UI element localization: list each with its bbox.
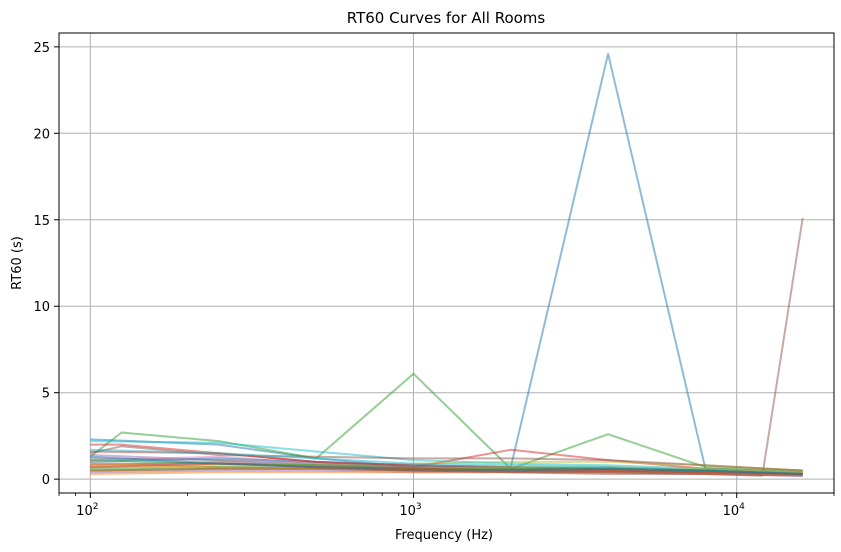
chart-title: RT60 Curves for All Rooms xyxy=(347,9,546,27)
x-tick-exponent: 2 xyxy=(93,502,99,512)
x-tick-base: 10 xyxy=(723,504,740,519)
room-series-line-16 xyxy=(90,445,803,472)
y-tick-label: 20 xyxy=(33,127,50,142)
x-tick-label: 103 xyxy=(399,502,421,519)
x-tick-exponent: 4 xyxy=(739,502,745,512)
y-tick-label: 0 xyxy=(42,473,50,488)
plot-frame xyxy=(58,32,835,494)
x-tick-label: 104 xyxy=(723,502,746,519)
room-series-line-3 xyxy=(89,372,803,472)
x-tick-exponent: 3 xyxy=(416,502,422,512)
grid xyxy=(59,33,834,493)
y-axis-label: RT60 (s) xyxy=(10,236,25,290)
y-tick-label: 25 xyxy=(33,41,50,56)
x-tick-label: 102 xyxy=(76,502,98,519)
y-tick-label: 5 xyxy=(42,387,50,402)
x-tick-base: 10 xyxy=(76,504,93,519)
room-series-line-24 xyxy=(90,467,803,477)
y-tick-label: 15 xyxy=(33,214,50,229)
y-tick-label: 10 xyxy=(33,300,50,315)
series-lines xyxy=(89,52,804,477)
x-tick-base: 10 xyxy=(399,504,416,519)
x-axis-label: Frequency (Hz) xyxy=(395,528,493,543)
